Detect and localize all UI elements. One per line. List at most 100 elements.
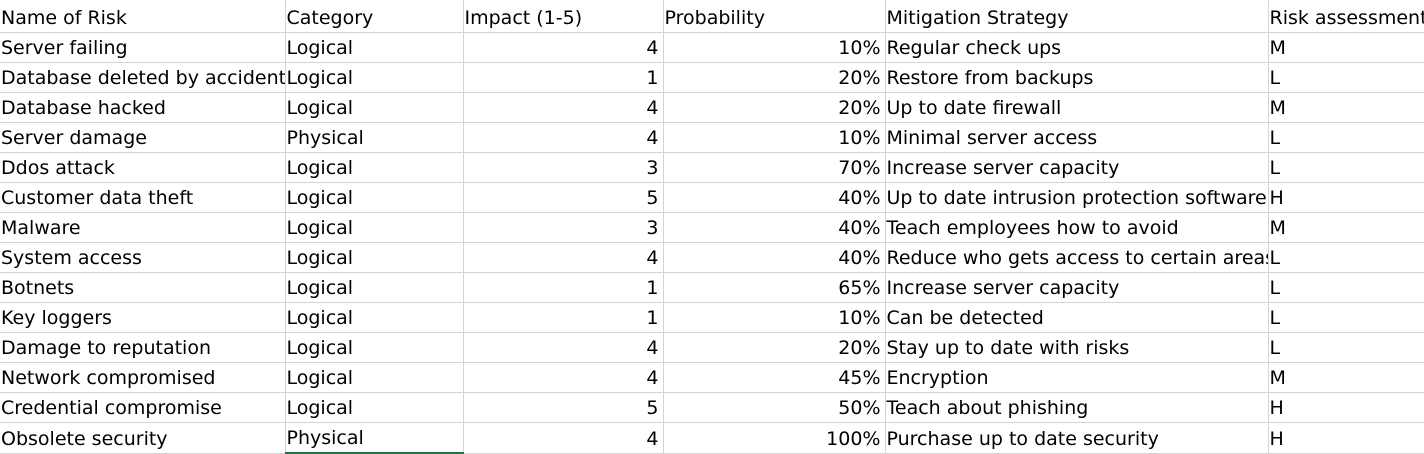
assessment-cell[interactable]: L bbox=[1268, 302, 1424, 333]
mitigation-cell[interactable]: Minimal server access bbox=[885, 122, 1269, 153]
header-cell-name-of-risk[interactable]: Name of Risk bbox=[0, 0, 286, 33]
header-cell-risk-assessment[interactable]: Risk assessment bbox=[1268, 0, 1424, 33]
mitigation-cell[interactable]: Purchase up to date security bbox=[885, 422, 1269, 454]
assessment-cell[interactable]: L bbox=[1268, 272, 1424, 303]
impact-cell[interactable]: 1 bbox=[463, 272, 664, 303]
probability-cell[interactable]: 10% bbox=[663, 32, 886, 63]
mitigation-cell[interactable]: Teach employees how to avoid bbox=[885, 212, 1269, 243]
header-cell-category[interactable]: Category bbox=[285, 0, 464, 33]
probability-cell[interactable]: 10% bbox=[663, 122, 886, 153]
assessment-cell[interactable]: L bbox=[1268, 332, 1424, 363]
table-row: Malware Logical 3 40% Teach employees how to… bbox=[0, 212, 1424, 243]
impact-cell[interactable]: 5 bbox=[463, 392, 664, 423]
assessment-cell[interactable]: H bbox=[1268, 422, 1424, 454]
table-row: Server failing Logical 4 10% Regular check u… bbox=[0, 32, 1424, 63]
name-cell[interactable]: System access bbox=[0, 242, 286, 273]
probability-cell[interactable]: 20% bbox=[663, 92, 886, 123]
category-cell[interactable]: Logical bbox=[285, 32, 464, 63]
table-row: Database deleted by accident Logical 1 20% R… bbox=[0, 62, 1424, 93]
impact-cell[interactable]: 4 bbox=[463, 332, 664, 363]
header-cell-impact[interactable]: Impact (1-5) bbox=[463, 0, 664, 33]
name-cell[interactable]: Customer data theft bbox=[0, 182, 286, 213]
impact-cell[interactable]: 3 bbox=[463, 152, 664, 183]
mitigation-cell[interactable]: Can be detected bbox=[885, 302, 1269, 333]
mitigation-cell[interactable]: Encryption bbox=[885, 362, 1269, 393]
mitigation-cell[interactable]: Increase server capacity bbox=[885, 152, 1269, 183]
category-cell[interactable]: Logical bbox=[285, 182, 464, 213]
category-cell[interactable]: Logical bbox=[285, 62, 464, 93]
probability-cell[interactable]: 45% bbox=[663, 362, 886, 393]
impact-cell[interactable]: 5 bbox=[463, 182, 664, 213]
category-cell[interactable]: Logical bbox=[285, 362, 464, 393]
category-cell[interactable]: Logical bbox=[285, 302, 464, 333]
name-cell[interactable]: Malware bbox=[0, 212, 286, 243]
assessment-cell[interactable]: L bbox=[1268, 62, 1424, 93]
category-cell[interactable]: Logical bbox=[285, 212, 464, 243]
name-cell[interactable]: Database deleted by accident bbox=[0, 62, 286, 93]
category-cell[interactable]: Physical bbox=[285, 122, 464, 153]
name-cell[interactable]: Database hacked bbox=[0, 92, 286, 123]
name-cell[interactable]: Credential compromise bbox=[0, 392, 286, 423]
name-cell[interactable]: Ddos attack bbox=[0, 152, 286, 183]
category-cell[interactable]: Logical bbox=[285, 152, 464, 183]
mitigation-cell[interactable]: Up to date firewall bbox=[885, 92, 1269, 123]
name-cell[interactable]: Server damage bbox=[0, 122, 286, 153]
table-row: Ddos attack Logical 3 70% Increase server ca… bbox=[0, 152, 1424, 183]
impact-cell[interactable]: 4 bbox=[463, 32, 664, 63]
mitigation-cell[interactable]: Restore from backups bbox=[885, 62, 1269, 93]
impact-cell[interactable]: 1 bbox=[463, 302, 664, 333]
assessment-cell[interactable]: M bbox=[1268, 92, 1424, 123]
assessment-cell[interactable]: H bbox=[1268, 392, 1424, 423]
probability-cell[interactable]: 65% bbox=[663, 272, 886, 303]
assessment-cell[interactable]: M bbox=[1268, 362, 1424, 393]
probability-cell[interactable]: 50% bbox=[663, 392, 886, 423]
probability-cell[interactable]: 10% bbox=[663, 302, 886, 333]
category-cell[interactable]: Logical bbox=[285, 332, 464, 363]
assessment-cell[interactable]: L bbox=[1268, 122, 1424, 153]
table-row: Damage to reputation Logical 4 20% Stay up t… bbox=[0, 332, 1424, 363]
impact-cell[interactable]: 1 bbox=[463, 62, 664, 93]
category-cell[interactable]: Logical bbox=[285, 272, 464, 303]
mitigation-cell[interactable]: Reduce who gets access to certain areas bbox=[885, 242, 1269, 273]
header-cell-probability[interactable]: Probability bbox=[663, 0, 886, 33]
category-cell[interactable]: Logical bbox=[285, 392, 464, 423]
assessment-cell[interactable]: M bbox=[1268, 32, 1424, 63]
mitigation-cell[interactable]: Increase server capacity bbox=[885, 272, 1269, 303]
assessment-cell[interactable]: L bbox=[1268, 152, 1424, 183]
impact-cell[interactable]: 4 bbox=[463, 122, 664, 153]
probability-cell[interactable]: 100% bbox=[663, 422, 886, 454]
assessment-cell[interactable]: M bbox=[1268, 212, 1424, 243]
mitigation-cell[interactable]: Teach about phishing bbox=[885, 392, 1269, 423]
name-cell[interactable]: Botnets bbox=[0, 272, 286, 303]
name-cell[interactable]: Damage to reputation bbox=[0, 332, 286, 363]
probability-cell[interactable]: 40% bbox=[663, 182, 886, 213]
category-cell[interactable]: Logical bbox=[285, 242, 464, 273]
name-cell[interactable]: Server failing bbox=[0, 32, 286, 63]
impact-cell[interactable]: 4 bbox=[463, 422, 664, 454]
assessment-cell[interactable]: L bbox=[1268, 242, 1424, 273]
table-row: System access Logical 4 40% Reduce who gets … bbox=[0, 242, 1424, 273]
name-cell[interactable]: Obsolete security bbox=[0, 422, 286, 454]
mitigation-cell[interactable]: Up to date intrusion protection software bbox=[885, 182, 1269, 213]
table-row: Obsolete security Physical 4 100% Purchase u… bbox=[0, 422, 1424, 454]
probability-cell[interactable]: 20% bbox=[663, 62, 886, 93]
table-row: Network compromised Logical 4 45% Encryption… bbox=[0, 362, 1424, 393]
impact-cell[interactable]: 4 bbox=[463, 242, 664, 273]
impact-cell[interactable]: 4 bbox=[463, 362, 664, 393]
mitigation-cell[interactable]: Stay up to date with risks bbox=[885, 332, 1269, 363]
name-cell[interactable]: Network compromised bbox=[0, 362, 286, 393]
category-cell[interactable]: Logical bbox=[285, 92, 464, 123]
assessment-cell[interactable]: H bbox=[1268, 182, 1424, 213]
table-row: Database hacked Logical 4 20% Up to date fir… bbox=[0, 92, 1424, 123]
impact-cell[interactable]: 4 bbox=[463, 92, 664, 123]
probability-cell[interactable]: 40% bbox=[663, 242, 886, 273]
table-row: Credential compromise Logical 5 50% Teach ab… bbox=[0, 392, 1424, 423]
name-cell[interactable]: Key loggers bbox=[0, 302, 286, 333]
impact-cell[interactable]: 3 bbox=[463, 212, 664, 243]
category-cell[interactable]: Physical bbox=[285, 422, 464, 454]
probability-cell[interactable]: 20% bbox=[663, 332, 886, 363]
probability-cell[interactable]: 40% bbox=[663, 212, 886, 243]
mitigation-cell[interactable]: Regular check ups bbox=[885, 32, 1269, 63]
header-cell-mitigation-strategy[interactable]: Mitigation Strategy bbox=[885, 0, 1269, 33]
probability-cell[interactable]: 70% bbox=[663, 152, 886, 183]
